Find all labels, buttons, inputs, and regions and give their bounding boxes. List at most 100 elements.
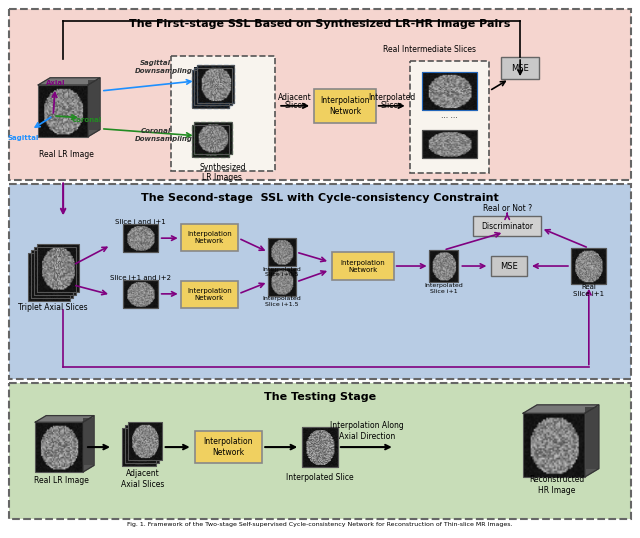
Text: Slices: Slices bbox=[381, 101, 403, 110]
Text: ... ...: ... ... bbox=[441, 111, 458, 121]
Bar bbox=[268, 268, 296, 296]
Bar bbox=[35, 247, 76, 295]
Bar bbox=[124, 280, 158, 308]
Bar bbox=[332, 252, 394, 280]
Bar bbox=[302, 427, 338, 467]
Text: The First-stage SSL Based on Synthesized LR-HR Image Pairs: The First-stage SSL Based on Synthesized… bbox=[129, 19, 511, 29]
Bar bbox=[268, 238, 296, 266]
Text: Fig. 1. Framework of the Two-stage Self-supervised Cycle-consistency Network for: Fig. 1. Framework of the Two-stage Self-… bbox=[127, 522, 513, 527]
Bar bbox=[124, 280, 158, 308]
Text: Interpolated Slice: Interpolated Slice bbox=[286, 473, 354, 483]
Bar bbox=[422, 72, 477, 110]
Bar bbox=[180, 224, 238, 251]
Text: Sagittal: Sagittal bbox=[8, 134, 39, 140]
Bar bbox=[194, 122, 232, 154]
Bar bbox=[410, 61, 489, 173]
Text: Interpolation
Network: Interpolation Network bbox=[340, 259, 385, 273]
Bar bbox=[191, 125, 229, 157]
Bar bbox=[180, 281, 238, 308]
Bar bbox=[31, 250, 73, 298]
Text: MSE: MSE bbox=[511, 63, 529, 73]
Text: Interpolation
Network: Interpolation Network bbox=[187, 288, 232, 301]
Bar bbox=[83, 417, 93, 465]
Bar bbox=[88, 80, 99, 130]
Polygon shape bbox=[88, 78, 100, 137]
Bar bbox=[171, 56, 275, 171]
Bar bbox=[10, 185, 630, 379]
Text: Downsampling: Downsampling bbox=[135, 68, 193, 74]
Text: Synthesized
LR Images: Synthesized LR Images bbox=[199, 163, 246, 182]
Bar bbox=[31, 250, 73, 298]
Bar bbox=[10, 9, 630, 180]
Text: Real or Not ?: Real or Not ? bbox=[483, 204, 532, 213]
Bar bbox=[474, 216, 541, 236]
Bar bbox=[125, 425, 159, 463]
Bar bbox=[196, 65, 234, 103]
Bar bbox=[194, 122, 232, 154]
Text: Reconstructed
HR Image: Reconstructed HR Image bbox=[529, 475, 584, 494]
Bar bbox=[429, 250, 458, 282]
Text: MSE: MSE bbox=[500, 261, 518, 271]
Text: Interpolation
Network: Interpolation Network bbox=[320, 96, 370, 116]
Bar bbox=[268, 238, 296, 266]
Bar bbox=[268, 268, 296, 296]
Bar bbox=[128, 422, 162, 460]
Bar bbox=[422, 130, 477, 158]
Bar bbox=[194, 68, 232, 105]
Text: Sagittal: Sagittal bbox=[140, 60, 172, 66]
Text: Adjacent
Axial Slices: Adjacent Axial Slices bbox=[121, 469, 164, 489]
Bar bbox=[28, 253, 70, 301]
Text: Interpolation
Network: Interpolation Network bbox=[204, 437, 253, 457]
Text: Slices: Slices bbox=[284, 101, 306, 110]
Text: Triplet Axial Slices: Triplet Axial Slices bbox=[19, 303, 88, 312]
Text: Real Intermediate Slices: Real Intermediate Slices bbox=[383, 45, 476, 54]
Polygon shape bbox=[35, 416, 94, 422]
Text: Real
Slice i+1: Real Slice i+1 bbox=[573, 285, 604, 298]
Bar bbox=[572, 248, 606, 284]
Bar bbox=[191, 125, 229, 157]
Bar bbox=[314, 89, 376, 123]
Bar bbox=[128, 422, 162, 460]
Bar bbox=[191, 70, 229, 108]
Text: Adjacent: Adjacent bbox=[278, 94, 312, 102]
Bar bbox=[572, 248, 606, 284]
Polygon shape bbox=[38, 78, 100, 85]
Bar bbox=[125, 425, 159, 463]
Text: Downsampling: Downsampling bbox=[135, 136, 193, 141]
Bar bbox=[585, 407, 598, 469]
Bar bbox=[35, 247, 76, 295]
Text: Slice i+1 and i+2: Slice i+1 and i+2 bbox=[110, 275, 172, 281]
Text: Interpolation
Network: Interpolation Network bbox=[187, 231, 232, 244]
Text: Real LR Image: Real LR Image bbox=[34, 477, 88, 485]
Bar bbox=[122, 428, 156, 466]
Bar bbox=[501, 57, 539, 79]
Polygon shape bbox=[83, 416, 94, 472]
Bar bbox=[10, 384, 630, 519]
Bar bbox=[195, 431, 262, 463]
Text: The Second-stage  SSL with Cycle-consistency Constraint: The Second-stage SSL with Cycle-consiste… bbox=[141, 193, 499, 203]
Bar bbox=[28, 253, 70, 301]
Text: Interpolated: Interpolated bbox=[368, 94, 415, 102]
Text: Interpolated
Slice i+1.5: Interpolated Slice i+1.5 bbox=[263, 296, 301, 307]
Bar bbox=[124, 224, 158, 252]
Text: Interpolation Along
Axial Direction: Interpolation Along Axial Direction bbox=[330, 421, 404, 441]
Bar bbox=[523, 413, 585, 477]
Bar bbox=[122, 428, 156, 466]
Bar bbox=[191, 70, 229, 108]
Text: Real LR Image: Real LR Image bbox=[38, 150, 93, 159]
Bar bbox=[194, 68, 232, 105]
Bar bbox=[302, 427, 338, 467]
Bar bbox=[124, 224, 158, 252]
Text: Coronal: Coronal bbox=[72, 117, 102, 123]
Text: Discriminator: Discriminator bbox=[481, 222, 533, 231]
Bar bbox=[492, 256, 527, 276]
Text: Axial: Axial bbox=[47, 80, 66, 86]
Text: Slice i and i+1: Slice i and i+1 bbox=[115, 220, 166, 225]
Bar bbox=[422, 72, 477, 110]
Bar bbox=[37, 244, 79, 292]
Bar bbox=[429, 250, 458, 282]
Bar bbox=[196, 65, 234, 103]
Text: Interpolated
Slice i+1: Interpolated Slice i+1 bbox=[424, 284, 463, 294]
Text: The Testing Stage: The Testing Stage bbox=[264, 392, 376, 402]
Text: Coronal: Coronal bbox=[141, 128, 171, 134]
